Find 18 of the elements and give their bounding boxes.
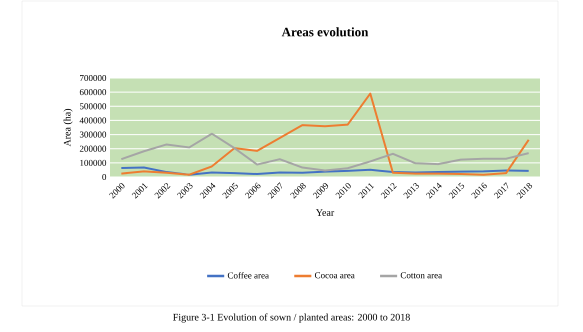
y-tick-label: 700000 xyxy=(80,74,106,82)
legend-label: Coffee area xyxy=(228,272,269,279)
line-series xyxy=(120,166,530,176)
chart-title: Areas evolution xyxy=(282,27,368,36)
y-tick-label: 500000 xyxy=(80,103,106,110)
y-tick-label: 600000 xyxy=(80,89,106,96)
y-tick-label: 100000 xyxy=(80,160,106,166)
y-tick-label: 300000 xyxy=(80,132,106,138)
y-tick-label: 0 xyxy=(102,174,106,180)
x-axis-title: Year xyxy=(316,209,334,216)
legend-label: Cotton area xyxy=(400,272,442,278)
line-series xyxy=(120,132,530,172)
caption: Figure 3-1 Evolution of sown / planted areas: 2000 to 2018 xyxy=(173,313,410,323)
line-series xyxy=(120,92,530,176)
y-axis-title: Area (ha) xyxy=(64,108,73,146)
legend-label: Cocoa area xyxy=(314,272,355,278)
y-tick-label: 200000 xyxy=(80,146,106,152)
y-tick-label: 400000 xyxy=(80,117,106,124)
